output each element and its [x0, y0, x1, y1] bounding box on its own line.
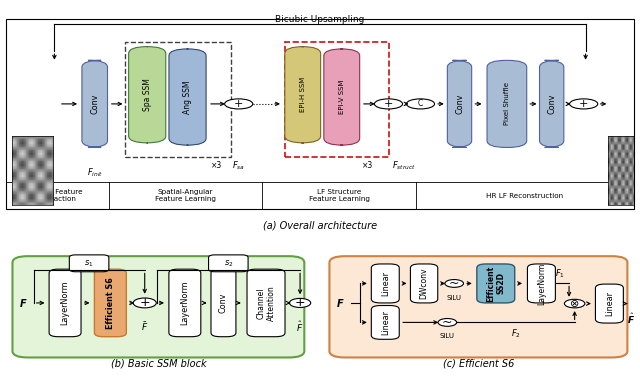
Text: Linear: Linear	[381, 271, 390, 296]
Text: $\boldsymbol{F}$: $\boldsymbol{F}$	[336, 297, 344, 309]
Text: Conv: Conv	[547, 94, 556, 114]
Text: $\boldsymbol{F_2}$: $\boldsymbol{F_2}$	[511, 327, 520, 340]
Text: Conv: Conv	[219, 293, 228, 313]
FancyBboxPatch shape	[169, 269, 201, 337]
Circle shape	[570, 99, 598, 109]
Text: Conv: Conv	[90, 94, 99, 114]
Circle shape	[133, 298, 156, 308]
FancyBboxPatch shape	[209, 255, 248, 272]
Circle shape	[289, 298, 310, 308]
Text: C: C	[418, 99, 423, 108]
FancyBboxPatch shape	[169, 49, 206, 145]
Text: Ang SSM: Ang SSM	[183, 80, 192, 114]
Circle shape	[225, 99, 253, 109]
Text: (c) Efficient S6: (c) Efficient S6	[443, 358, 514, 368]
Text: DWconv: DWconv	[420, 268, 429, 299]
Text: $\mathcal{L}_{lr}$: $\mathcal{L}_{lr}$	[23, 183, 36, 194]
Text: Channel
Attention: Channel Attention	[256, 285, 276, 321]
Text: ~: ~	[442, 316, 452, 329]
Text: $\boldsymbol{F}$: $\boldsymbol{F}$	[19, 297, 28, 309]
FancyBboxPatch shape	[410, 264, 438, 303]
FancyBboxPatch shape	[447, 60, 472, 147]
Text: Initial Feature
Extraction: Initial Feature Extraction	[33, 189, 83, 202]
FancyBboxPatch shape	[477, 264, 515, 303]
FancyBboxPatch shape	[211, 269, 236, 337]
Text: Spa SSM: Spa SSM	[143, 78, 152, 111]
Text: SiLU: SiLU	[447, 295, 461, 301]
Text: $\hat{F}$: $\hat{F}$	[296, 319, 304, 333]
FancyBboxPatch shape	[527, 264, 556, 303]
Text: $\mathcal{L}_{hr}$: $\mathcal{L}_{hr}$	[613, 183, 628, 194]
Text: Linear: Linear	[605, 291, 614, 316]
FancyBboxPatch shape	[13, 256, 305, 358]
Text: EPI-H SSM: EPI-H SSM	[300, 77, 306, 112]
Text: Linear: Linear	[381, 310, 390, 335]
FancyBboxPatch shape	[330, 256, 627, 358]
Bar	[125, 42, 231, 157]
FancyBboxPatch shape	[285, 47, 321, 143]
FancyBboxPatch shape	[49, 269, 81, 337]
Text: LF Structure
Feature Learning: LF Structure Feature Learning	[308, 189, 370, 202]
Text: +: +	[234, 99, 243, 109]
Text: (a) Overall architecture: (a) Overall architecture	[263, 220, 377, 230]
Circle shape	[445, 280, 463, 287]
FancyBboxPatch shape	[129, 47, 166, 143]
FancyBboxPatch shape	[595, 284, 623, 323]
Text: +: +	[140, 296, 150, 309]
Text: (b) Basic SSM block: (b) Basic SSM block	[111, 358, 206, 368]
FancyBboxPatch shape	[371, 306, 399, 339]
FancyBboxPatch shape	[69, 255, 109, 272]
Text: ~: ~	[449, 277, 460, 290]
Text: Bicubic Upsampling: Bicubic Upsampling	[275, 15, 365, 24]
Circle shape	[406, 99, 435, 109]
Text: +: +	[295, 296, 305, 309]
Text: $\boldsymbol{F_1}$: $\boldsymbol{F_1}$	[555, 267, 564, 280]
Text: $F_{init}$: $F_{init}$	[86, 167, 103, 179]
Text: ×3: ×3	[211, 161, 222, 170]
Text: +: +	[384, 99, 393, 109]
Text: Efficient
SS2D: Efficient SS2D	[486, 265, 506, 301]
Text: LayerNorm: LayerNorm	[537, 262, 546, 304]
FancyBboxPatch shape	[487, 60, 527, 147]
Text: Efficient S6: Efficient S6	[106, 277, 115, 329]
Text: ×3: ×3	[362, 161, 374, 170]
Text: $\hat{\boldsymbol{F}}$: $\hat{\boldsymbol{F}}$	[627, 311, 635, 326]
Text: Spatial-Angular
Feature Learning: Spatial-Angular Feature Learning	[155, 189, 216, 202]
Text: $s_1$: $s_1$	[84, 258, 94, 269]
Text: Conv: Conv	[455, 94, 464, 114]
Circle shape	[374, 99, 403, 109]
Text: $s_2$: $s_2$	[223, 258, 233, 269]
Circle shape	[438, 319, 457, 326]
Text: $\otimes$: $\otimes$	[570, 298, 580, 309]
Text: $F_{sa}$: $F_{sa}$	[232, 160, 245, 172]
Bar	[285, 42, 390, 157]
Text: $F_{struct}$: $F_{struct}$	[392, 160, 417, 172]
FancyBboxPatch shape	[95, 269, 126, 337]
Text: EPI-V SSM: EPI-V SSM	[339, 80, 345, 114]
Text: Pixel Shuffle: Pixel Shuffle	[504, 83, 510, 125]
FancyBboxPatch shape	[247, 269, 285, 337]
Circle shape	[564, 299, 585, 308]
FancyBboxPatch shape	[82, 60, 108, 147]
Text: +: +	[579, 99, 588, 109]
FancyBboxPatch shape	[371, 264, 399, 303]
Bar	[6, 19, 634, 209]
Text: LayerNorm: LayerNorm	[180, 281, 189, 325]
FancyBboxPatch shape	[540, 60, 564, 147]
Text: LayerNorm: LayerNorm	[61, 281, 70, 325]
FancyBboxPatch shape	[324, 49, 360, 145]
Text: HR LF Reconstruction: HR LF Reconstruction	[486, 193, 563, 199]
Text: $\bar{F}$: $\bar{F}$	[141, 320, 148, 333]
Text: SiLU: SiLU	[440, 333, 455, 339]
